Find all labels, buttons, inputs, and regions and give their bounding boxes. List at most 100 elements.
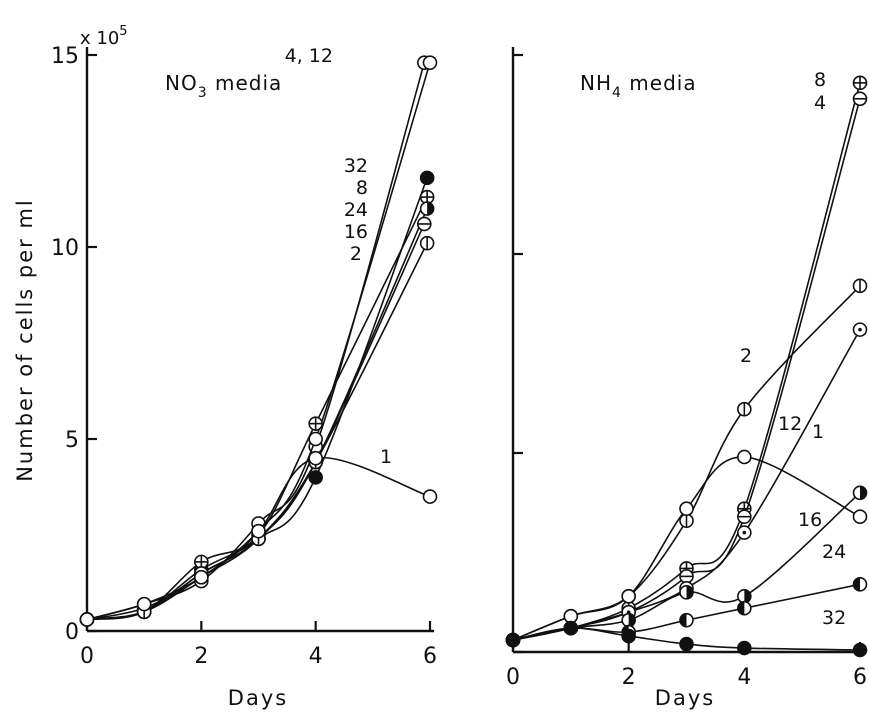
x-tick-label: 0	[506, 665, 520, 690]
y-axis-title: Number of cells per ml	[13, 198, 37, 482]
y-multiplier: x 105	[80, 24, 128, 49]
x-tick-label: 6	[423, 644, 437, 669]
series-32	[505, 620, 868, 658]
data-point	[679, 501, 694, 517]
data-point	[737, 525, 752, 540]
series-label: 32	[822, 607, 846, 629]
data-point	[308, 470, 323, 485]
series-2	[79, 235, 435, 627]
panel-title-no3-main: NO	[165, 71, 198, 95]
data-point	[136, 596, 152, 612]
series-label: 4, 12	[285, 45, 333, 67]
series-label: 32	[344, 155, 368, 177]
data-point	[422, 489, 438, 504]
data-point	[308, 450, 323, 466]
data-point	[621, 628, 636, 644]
y-tick-label: 15	[51, 44, 79, 69]
x-tick-label: 0	[80, 644, 94, 669]
series-group-0	[79, 55, 438, 627]
x-tick-label: 2	[194, 644, 208, 669]
data-point	[679, 636, 694, 652]
data-point	[737, 449, 752, 465]
panel-title-nh4: NH4 media	[580, 71, 697, 101]
data-point	[505, 632, 521, 648]
x-tick-label: 2	[622, 665, 636, 690]
data-point	[251, 523, 266, 539]
series-8	[505, 75, 868, 648]
data-point	[308, 431, 323, 447]
data-point	[679, 569, 694, 584]
series-label: 2	[740, 345, 752, 367]
x-tick-label: 4	[737, 665, 751, 690]
series-32	[79, 170, 435, 627]
series-label: 16	[798, 509, 822, 531]
series-label: 2	[350, 243, 362, 265]
panel-title-no3-sub: 3	[198, 85, 208, 101]
series-label: 4	[814, 92, 826, 114]
data-point	[679, 612, 694, 628]
data-point	[308, 416, 323, 431]
data-point	[852, 485, 868, 501]
panel-title-no3-rest: media	[208, 71, 283, 95]
panel-title-nh4-main: NH	[580, 71, 612, 95]
data-point	[419, 201, 435, 216]
data-point	[852, 642, 868, 658]
x-axis-title-left: Days	[228, 686, 288, 710]
y-multiplier-exponent: 5	[119, 24, 127, 39]
data-point	[852, 91, 868, 107]
data-point	[679, 584, 694, 600]
data-point	[852, 322, 868, 337]
series-line	[86, 208, 428, 621]
x-tick-label: 4	[309, 644, 323, 669]
data-point	[737, 588, 752, 604]
panel-title-nh4-sub: 4	[612, 85, 622, 101]
series-label: 16	[344, 221, 368, 243]
data-point	[852, 509, 868, 524]
series-8	[79, 189, 435, 627]
y-tick-label: 0	[65, 620, 79, 645]
data-point	[419, 235, 435, 251]
data-point	[852, 278, 868, 294]
data-point	[679, 513, 694, 528]
series-24	[79, 201, 435, 627]
series-line	[86, 223, 426, 621]
data-point	[852, 75, 868, 91]
data-point	[419, 170, 435, 186]
series-line	[86, 196, 428, 621]
data-point	[737, 640, 752, 656]
data-point	[194, 569, 209, 585]
data-point	[852, 577, 868, 592]
series-label: 12	[778, 413, 802, 435]
data-point	[737, 401, 752, 417]
data-point	[737, 509, 752, 524]
series-label: 24	[822, 541, 846, 563]
series-line	[512, 98, 861, 641]
data-point	[621, 588, 636, 604]
x-tick-label: 6	[853, 665, 867, 690]
series-label: 8	[814, 69, 826, 91]
y-tick-label: 5	[65, 428, 79, 453]
data-point	[563, 608, 579, 624]
panel-title-no3: NO3 media	[165, 71, 282, 101]
series-label: 8	[356, 177, 368, 199]
data-point	[416, 216, 432, 232]
series-1	[79, 450, 438, 627]
data-point	[737, 600, 752, 616]
series-group-1	[505, 75, 868, 658]
panel-title-nh4-rest: media	[622, 71, 697, 95]
x-axis-title-right: Days	[655, 686, 715, 710]
series-label: 1	[380, 446, 392, 468]
y-tick-label: 10	[51, 236, 79, 261]
series-line	[512, 82, 861, 641]
series-16	[79, 216, 432, 627]
series-label: 24	[344, 199, 368, 221]
data-point	[422, 55, 438, 70]
series-label: 1	[812, 421, 824, 443]
y-multiplier-base: x 10	[80, 28, 119, 49]
